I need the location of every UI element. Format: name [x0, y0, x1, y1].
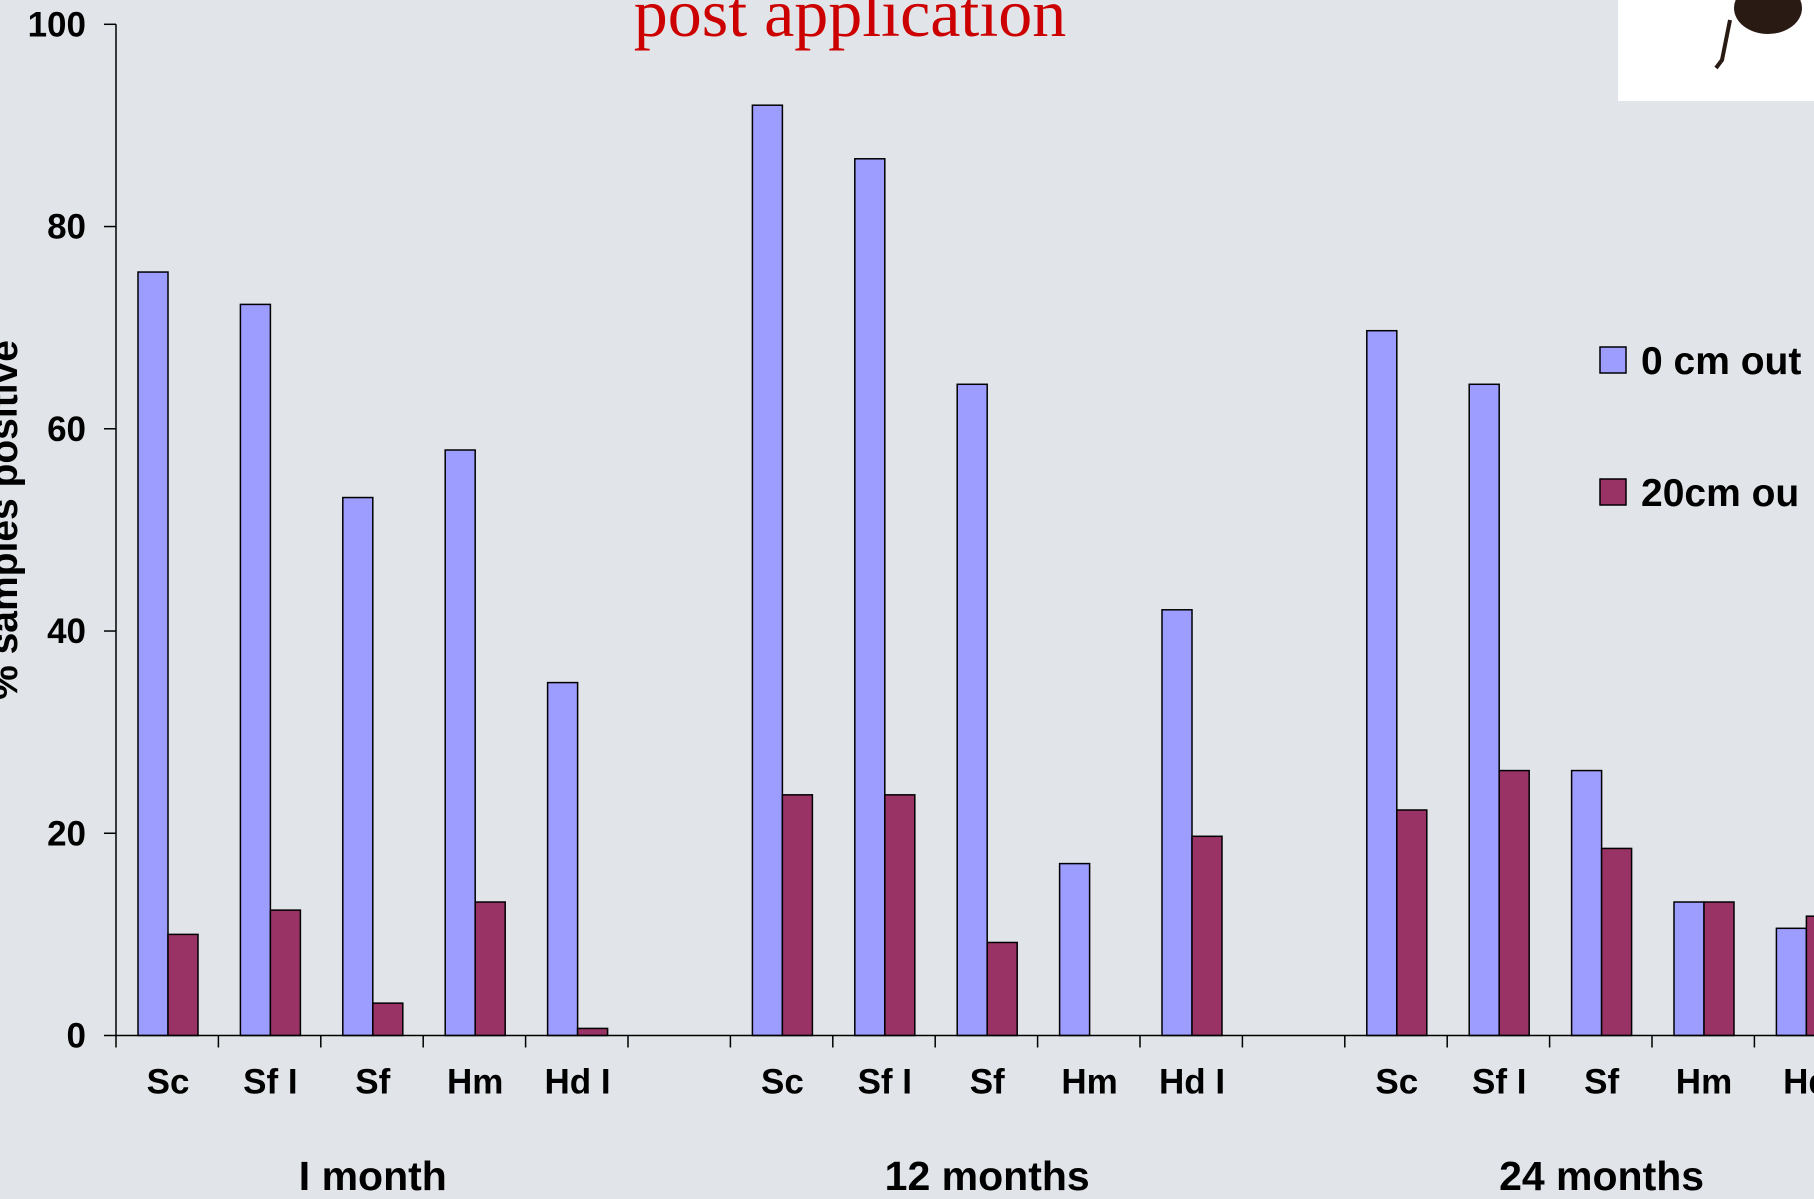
bar [1468, 383, 1500, 1037]
x-tick-label: Hm [447, 1063, 503, 1102]
y-tick-label: 0 [67, 1017, 86, 1056]
y-tick-label: 60 [47, 410, 86, 449]
bar [751, 104, 784, 1037]
group-label: 12 months [885, 1153, 1090, 1199]
bar [1366, 329, 1398, 1037]
bar [137, 271, 169, 1037]
legend-label: 0 cm out [1641, 340, 1801, 383]
bar [1161, 609, 1193, 1037]
bar [956, 383, 988, 1037]
bar [884, 794, 916, 1037]
bar [1805, 915, 1814, 1037]
bar [372, 1002, 404, 1037]
bar [986, 941, 1018, 1037]
chart-title: post application [634, 0, 1066, 51]
x-tick-label: Hd [1783, 1063, 1814, 1102]
bar [1396, 809, 1428, 1037]
bar [1058, 862, 1091, 1037]
group-label: I month [299, 1153, 447, 1199]
bar [1600, 847, 1633, 1037]
x-tick-label: Sf I [1472, 1063, 1526, 1102]
bar [1775, 927, 1808, 1037]
bar [854, 158, 886, 1037]
legend-swatch [1599, 478, 1627, 506]
legend-swatch [1599, 346, 1627, 374]
bar [167, 933, 199, 1037]
x-tick-label: Sf [355, 1063, 390, 1102]
bar [576, 1027, 609, 1037]
y-tick-label: 100 [28, 5, 86, 44]
bar [342, 496, 374, 1037]
y-tick-label: 40 [47, 612, 86, 651]
x-tick-label: Sf [1584, 1063, 1619, 1102]
bar [1498, 769, 1530, 1037]
x-tick-label: Hd I [545, 1063, 611, 1102]
y-tick-label: 80 [47, 208, 86, 247]
bar [269, 909, 302, 1037]
x-tick-label: Sf I [243, 1063, 297, 1102]
bar [546, 681, 579, 1037]
legend-label: 20cm ou [1641, 472, 1799, 515]
x-tick-label: Sc [761, 1063, 804, 1102]
bar [474, 901, 506, 1037]
bar [1673, 901, 1705, 1037]
x-tick-label: Hm [1061, 1063, 1117, 1102]
x-tick-label: Sc [147, 1063, 190, 1102]
x-tick-label: Hd I [1159, 1063, 1225, 1102]
y-tick-label: 20 [47, 814, 86, 853]
y-axis-label: % samples positive [0, 340, 26, 700]
x-tick-label: Sf [970, 1063, 1005, 1102]
x-tick-label: Hm [1676, 1063, 1732, 1102]
x-tick-label: Sc [1375, 1063, 1418, 1102]
group-label: 24 months [1499, 1153, 1704, 1199]
photo [1618, 0, 1814, 101]
x-tick-label: Sf I [858, 1063, 912, 1102]
bar [239, 303, 272, 1037]
bar [781, 794, 814, 1037]
bar [1703, 901, 1735, 1037]
bar [1570, 769, 1603, 1037]
bar [1191, 835, 1223, 1037]
bar [444, 449, 476, 1037]
